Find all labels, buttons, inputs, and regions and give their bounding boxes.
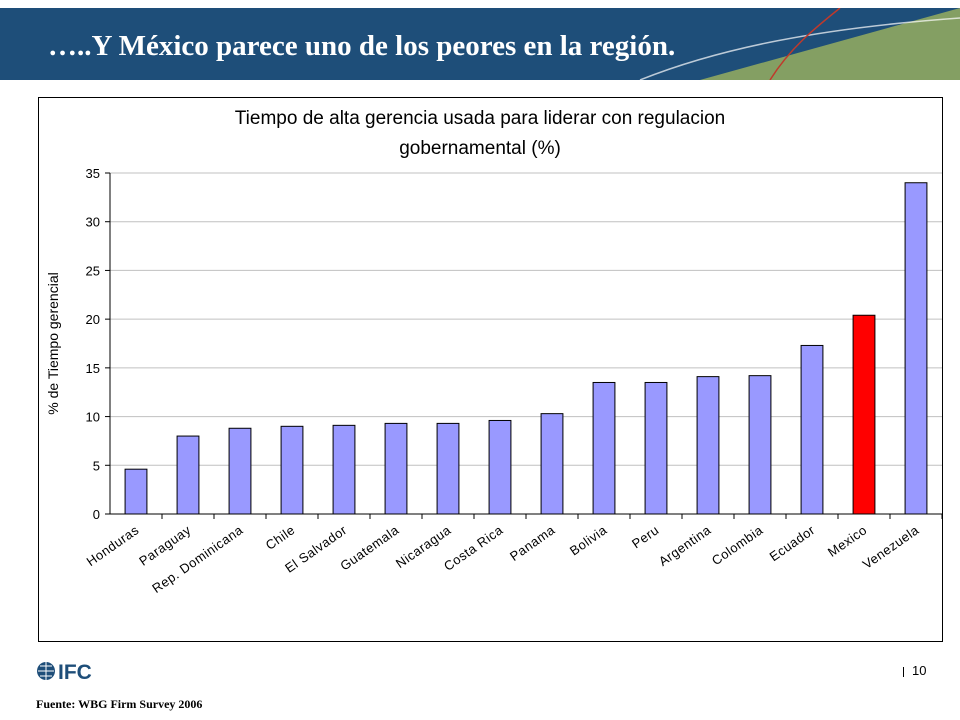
bar-colombia [748, 375, 772, 515]
y-tick-label: 20 [86, 312, 100, 327]
x-tick-label: Rep. Dominicana [149, 522, 246, 596]
slide-title: …..Y México parece uno de los peores en … [48, 30, 676, 62]
y-tick-label: 30 [86, 215, 100, 230]
chart-title-line: gobernamental (%) [399, 138, 561, 159]
chart-title-line: Tiempo de alta gerencia usada para lider… [235, 108, 725, 129]
bar-peru [644, 381, 668, 515]
bar-el-salvador [332, 424, 356, 515]
y-axis-label: % de Tiempo gerencial [45, 272, 61, 414]
y-tick-label: 5 [93, 458, 100, 473]
bar-venezuela [904, 182, 928, 515]
x-tick-label: Panama [507, 522, 558, 564]
x-tick-label: Chile [263, 522, 298, 553]
x-tick-label: Guatemala [337, 522, 402, 573]
bar-chart: Tiempo de alta gerencia usada para lider… [45, 108, 942, 596]
x-tick-label: Honduras [84, 522, 142, 569]
bar-mexico [852, 314, 876, 515]
bar-bolivia [592, 381, 616, 515]
x-tick-label: Argentina [656, 522, 714, 569]
header-curve [639, 17, 960, 80]
source-note: Fuente: WBG Firm Survey 2006 [36, 697, 203, 711]
x-tick-label: Costa Rica [441, 522, 506, 574]
y-tick-label: 15 [86, 361, 100, 376]
bar-honduras [124, 468, 148, 515]
y-tick-label: 0 [93, 507, 100, 522]
ifc-logo: IFC [36, 659, 106, 688]
bar-argentina [696, 376, 720, 515]
x-tick-label: Ecuador [767, 522, 818, 564]
x-tick-label: Venezuela [860, 522, 922, 572]
page-divider [903, 667, 904, 677]
header-accent-shape [700, 8, 960, 80]
bar-chile [280, 425, 304, 515]
y-tick-label: 10 [86, 410, 100, 425]
header-banner: …..Y México parece uno de los peores en … [0, 8, 960, 80]
header-decoration [639, 8, 960, 80]
page-number: 10 [912, 663, 927, 678]
x-tick-label: Mexico [825, 522, 870, 560]
y-tick-label: 25 [86, 263, 100, 278]
logo-text: IFC [58, 661, 92, 683]
bar-ecuador [800, 344, 824, 515]
bar-guatemala [384, 422, 408, 515]
x-tick-label: Peru [629, 522, 662, 551]
x-tick-label: Bolivia [567, 522, 610, 558]
header-curve-red [769, 8, 841, 80]
bar-costa-rica [488, 419, 512, 515]
bar-nicaragua [436, 422, 460, 515]
chart-frame: Tiempo de alta gerencia usada para lider… [38, 97, 943, 642]
x-tick-label: Colombia [709, 522, 766, 568]
y-tick-label: 35 [86, 166, 100, 181]
bar-paraguay [176, 435, 200, 515]
bar-panama [540, 413, 564, 515]
bar-rep-dominicana [228, 427, 252, 515]
